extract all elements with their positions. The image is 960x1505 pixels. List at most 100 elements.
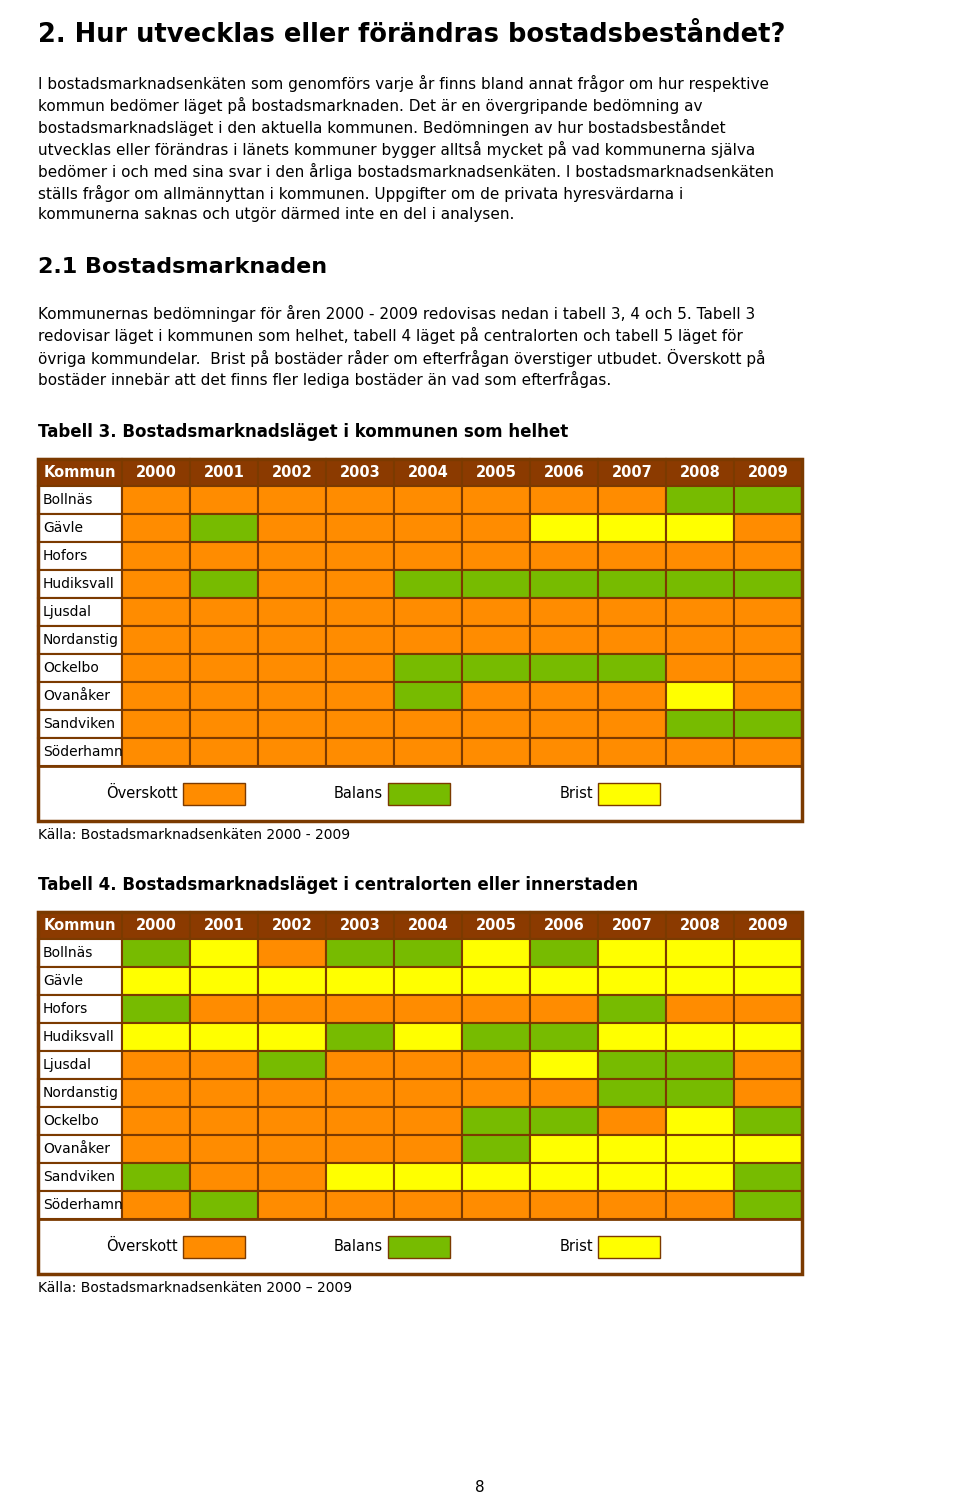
Bar — [598, 737, 666, 766]
Text: Källa: Bostadsmarknadsenkäten 2000 - 2009: Källa: Bostadsmarknadsenkäten 2000 - 200… — [38, 828, 350, 841]
Text: 2009: 2009 — [748, 465, 788, 480]
Bar — [598, 459, 666, 486]
Bar — [462, 939, 530, 968]
Bar — [122, 912, 190, 939]
Text: 2009: 2009 — [748, 918, 788, 933]
Text: redovisar läget i kommunen som helhet, tabell 4 läget på centralorten och tabell: redovisar läget i kommunen som helhet, t… — [38, 327, 743, 345]
Bar — [462, 655, 530, 682]
Bar — [734, 737, 802, 766]
Bar — [598, 626, 666, 655]
Bar — [394, 737, 462, 766]
Bar — [394, 570, 462, 597]
Bar — [666, 597, 734, 626]
Bar — [122, 1023, 190, 1050]
Bar — [598, 542, 666, 570]
Bar — [394, 597, 462, 626]
Bar — [326, 655, 394, 682]
Bar — [258, 597, 326, 626]
Bar — [734, 682, 802, 710]
Text: Sandviken: Sandviken — [43, 716, 115, 731]
Bar — [38, 1219, 802, 1275]
Bar — [666, 939, 734, 968]
Bar — [530, 968, 598, 995]
Bar — [38, 912, 802, 1275]
Bar — [598, 968, 666, 995]
Text: Bollnäs: Bollnäs — [43, 947, 93, 960]
Bar — [394, 515, 462, 542]
Bar — [462, 682, 530, 710]
Bar — [190, 995, 258, 1023]
Bar — [598, 570, 666, 597]
Bar — [734, 939, 802, 968]
Bar — [734, 459, 802, 486]
Bar — [734, 1163, 802, 1190]
Bar — [122, 1135, 190, 1163]
Bar — [38, 1023, 122, 1050]
Bar — [530, 1190, 598, 1219]
Bar — [666, 995, 734, 1023]
Bar — [462, 1079, 530, 1108]
Bar — [190, 515, 258, 542]
Text: 2003: 2003 — [340, 465, 380, 480]
Bar — [734, 1108, 802, 1135]
Bar — [190, 542, 258, 570]
Bar — [326, 968, 394, 995]
Bar — [598, 655, 666, 682]
Bar — [530, 912, 598, 939]
Text: Kommun: Kommun — [44, 918, 116, 933]
Bar — [530, 1135, 598, 1163]
Bar — [122, 655, 190, 682]
Bar — [38, 542, 122, 570]
Bar — [530, 682, 598, 710]
Bar — [122, 1190, 190, 1219]
Text: 2004: 2004 — [408, 465, 448, 480]
Text: Hofors: Hofors — [43, 1002, 88, 1016]
Bar — [326, 459, 394, 486]
Bar — [190, 486, 258, 515]
Text: 2007: 2007 — [612, 465, 653, 480]
Bar — [666, 515, 734, 542]
Text: Kommunernas bedömningar för åren 2000 - 2009 redovisas nedan i tabell 3, 4 och 5: Kommunernas bedömningar för åren 2000 - … — [38, 306, 756, 322]
Text: 2006: 2006 — [543, 465, 585, 480]
Bar — [462, 995, 530, 1023]
Bar — [190, 1108, 258, 1135]
Bar — [734, 1050, 802, 1079]
Text: Hofors: Hofors — [43, 549, 88, 563]
Bar — [190, 912, 258, 939]
Bar — [122, 939, 190, 968]
Bar — [462, 1163, 530, 1190]
Bar — [598, 1050, 666, 1079]
Bar — [122, 486, 190, 515]
Text: 2004: 2004 — [408, 918, 448, 933]
Text: Gävle: Gävle — [43, 974, 83, 987]
Bar — [190, 626, 258, 655]
Bar — [734, 542, 802, 570]
Bar — [462, 597, 530, 626]
Text: Söderhamn: Söderhamn — [43, 745, 123, 759]
Text: 2008: 2008 — [680, 465, 720, 480]
Bar — [38, 682, 122, 710]
Bar — [258, 1135, 326, 1163]
Text: Ovanåker: Ovanåker — [43, 689, 110, 703]
Bar — [326, 1050, 394, 1079]
Bar — [462, 710, 530, 737]
Bar — [190, 1163, 258, 1190]
Bar — [38, 968, 122, 995]
Bar — [258, 995, 326, 1023]
Bar — [258, 655, 326, 682]
Bar — [462, 737, 530, 766]
Bar — [530, 486, 598, 515]
Bar — [530, 1023, 598, 1050]
Bar — [462, 1050, 530, 1079]
Text: Bollnäs: Bollnäs — [43, 494, 93, 507]
Bar — [258, 1079, 326, 1108]
Bar — [462, 542, 530, 570]
Bar — [598, 912, 666, 939]
Bar — [183, 783, 245, 805]
Bar — [258, 710, 326, 737]
Text: Ovanåker: Ovanåker — [43, 1142, 110, 1156]
Bar — [326, 570, 394, 597]
Bar — [598, 1236, 660, 1258]
Bar — [122, 626, 190, 655]
Bar — [394, 1050, 462, 1079]
